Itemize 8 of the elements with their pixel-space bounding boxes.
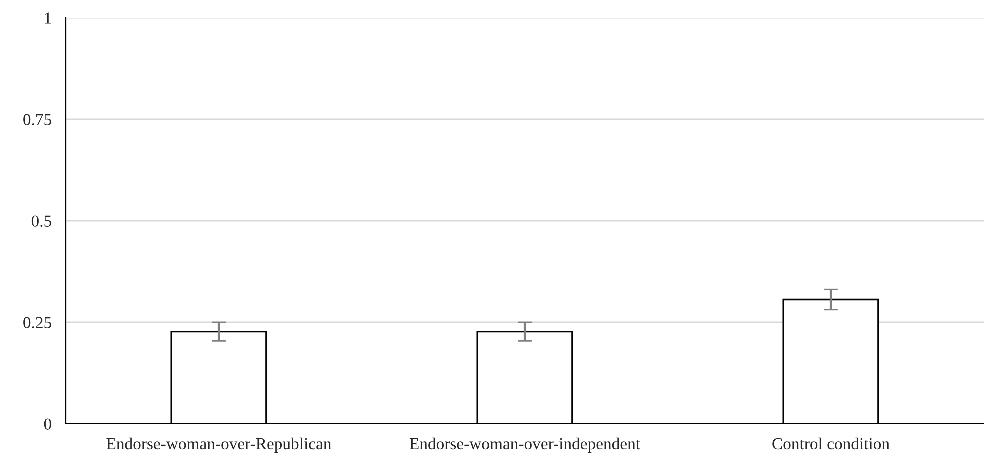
y-tick-label: 0.25 — [24, 317, 52, 329]
y-tick-label: 1 — [45, 12, 52, 24]
y-tick-label: 0.75 — [24, 114, 52, 126]
x-tick-label: Endorse-woman-over-Republican — [106, 438, 332, 454]
x-tick-label: Control condition — [772, 438, 890, 450]
y-tick-label: 0 — [44, 418, 52, 430]
y-tick-label: 0.5 — [32, 216, 52, 228]
x-tick-label: Endorse-woman-over-independent — [410, 438, 640, 454]
